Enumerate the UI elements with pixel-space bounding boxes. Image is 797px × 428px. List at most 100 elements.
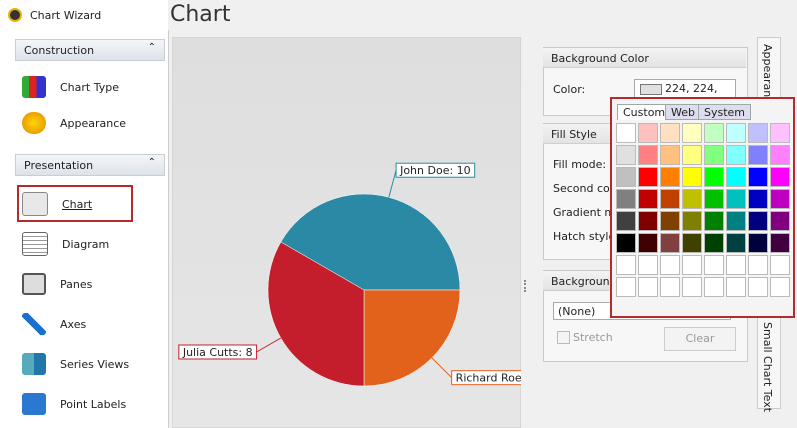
color-swatch[interactable] <box>616 211 636 231</box>
color-swatch[interactable] <box>660 233 680 253</box>
color-swatch[interactable] <box>682 189 702 209</box>
field-label: Gradient mo <box>553 206 622 219</box>
color-swatch[interactable] <box>682 167 702 187</box>
color-swatch[interactable] <box>748 145 768 165</box>
color-swatch[interactable] <box>748 167 768 187</box>
color-swatch[interactable] <box>726 255 746 275</box>
color-swatch[interactable] <box>660 145 680 165</box>
color-swatch[interactable] <box>770 123 790 143</box>
page-title: Chart <box>170 2 231 27</box>
color-swatch[interactable] <box>616 167 636 187</box>
color-swatch[interactable] <box>726 167 746 187</box>
color-swatch[interactable] <box>660 255 680 275</box>
color-swatch[interactable] <box>726 233 746 253</box>
color-swatch[interactable] <box>616 277 636 297</box>
color-swatch[interactable] <box>770 255 790 275</box>
color-swatch[interactable] <box>616 189 636 209</box>
color-swatch[interactable] <box>704 167 724 187</box>
side-tab[interactable]: Appearance <box>761 44 774 111</box>
group-title: Presentation <box>24 159 94 172</box>
leader-line <box>388 170 397 198</box>
nav-label: Axes <box>60 317 87 331</box>
color-swatch[interactable] <box>726 123 746 143</box>
nav-item[interactable]: Appearance <box>22 109 126 137</box>
nav-item[interactable]: Point Labels <box>22 390 126 418</box>
splitter[interactable] <box>524 280 528 292</box>
color-swatch[interactable] <box>704 277 724 297</box>
field-label: Hatch style: <box>553 230 619 243</box>
color-swatch[interactable] <box>682 123 702 143</box>
color-swatch[interactable] <box>682 211 702 231</box>
color-swatch[interactable] <box>726 211 746 231</box>
color-swatch[interactable] <box>726 189 746 209</box>
color-swatch[interactable] <box>638 145 658 165</box>
icon <box>22 273 46 295</box>
color-swatch[interactable] <box>704 123 724 143</box>
color-swatch[interactable] <box>660 211 680 231</box>
color-swatch[interactable] <box>748 233 768 253</box>
color-swatch[interactable] <box>704 145 724 165</box>
color-swatch[interactable] <box>748 189 768 209</box>
color-swatch[interactable] <box>748 211 768 231</box>
selection-highlight <box>17 185 133 222</box>
image-value: (None) <box>558 305 596 318</box>
picker-tab[interactable]: Custom <box>617 104 672 120</box>
color-swatch[interactable] <box>616 123 636 143</box>
nav-label: Panes <box>60 277 93 291</box>
color-swatch[interactable] <box>660 189 680 209</box>
color-swatch[interactable] <box>770 189 790 209</box>
color-swatch[interactable] <box>682 277 702 297</box>
color-swatch[interactable] <box>638 123 658 143</box>
color-swatch[interactable] <box>616 255 636 275</box>
color-swatch[interactable] <box>704 233 724 253</box>
nav-label: Diagram <box>62 237 110 251</box>
nav-item[interactable]: Diagram <box>22 230 109 258</box>
color-swatch[interactable] <box>704 255 724 275</box>
color-swatch[interactable] <box>748 277 768 297</box>
window-title: Chart Wizard <box>30 9 102 22</box>
color-swatch[interactable] <box>638 167 658 187</box>
color-swatch <box>640 84 662 95</box>
color-swatch[interactable] <box>660 167 680 187</box>
nav-label: Chart Type <box>60 80 119 94</box>
color-swatch[interactable] <box>616 233 636 253</box>
color-swatch[interactable] <box>638 233 658 253</box>
color-swatch[interactable] <box>748 255 768 275</box>
icon <box>22 192 48 216</box>
color-swatch[interactable] <box>770 233 790 253</box>
chart-area: John Doe: 10 Richard Roe: 6 Julia Cutts: 8 <box>172 37 521 428</box>
color-swatch[interactable] <box>726 277 746 297</box>
picker-tab[interactable]: Web <box>665 104 701 120</box>
color-swatch[interactable] <box>770 277 790 297</box>
nav-item[interactable]: Chart Type <box>22 73 119 101</box>
color-dropdown[interactable]: 224, 224, <box>634 79 736 99</box>
color-swatch[interactable] <box>638 189 658 209</box>
nav-item[interactable]: Chart <box>22 190 92 218</box>
nav-item[interactable]: Series Views <box>22 350 129 378</box>
picker-tab[interactable]: System <box>698 104 752 120</box>
color-swatch[interactable] <box>682 233 702 253</box>
color-swatch[interactable] <box>616 145 636 165</box>
color-swatch[interactable] <box>682 145 702 165</box>
color-swatch[interactable] <box>638 255 658 275</box>
group-header[interactable]: Presentation ⌃ <box>15 154 165 176</box>
color-swatch[interactable] <box>770 211 790 231</box>
color-swatch[interactable] <box>660 123 680 143</box>
color-swatch[interactable] <box>770 167 790 187</box>
color-swatch[interactable] <box>748 123 768 143</box>
color-swatch[interactable] <box>638 211 658 231</box>
nav-label: Appearance <box>60 116 127 130</box>
checkbox[interactable] <box>557 331 570 344</box>
color-swatch[interactable] <box>726 145 746 165</box>
clear-button[interactable]: Clear <box>664 327 736 351</box>
color-swatch[interactable] <box>638 277 658 297</box>
group-header[interactable]: Construction ⌃ <box>15 39 165 61</box>
color-swatch[interactable] <box>682 255 702 275</box>
color-swatch[interactable] <box>704 189 724 209</box>
side-tab[interactable]: Small Chart Text <box>761 322 774 413</box>
color-swatch[interactable] <box>704 211 724 231</box>
color-swatch[interactable] <box>770 145 790 165</box>
color-swatch[interactable] <box>660 277 680 297</box>
nav-item[interactable]: Panes <box>22 270 92 298</box>
nav-item[interactable]: Axes <box>22 310 86 338</box>
